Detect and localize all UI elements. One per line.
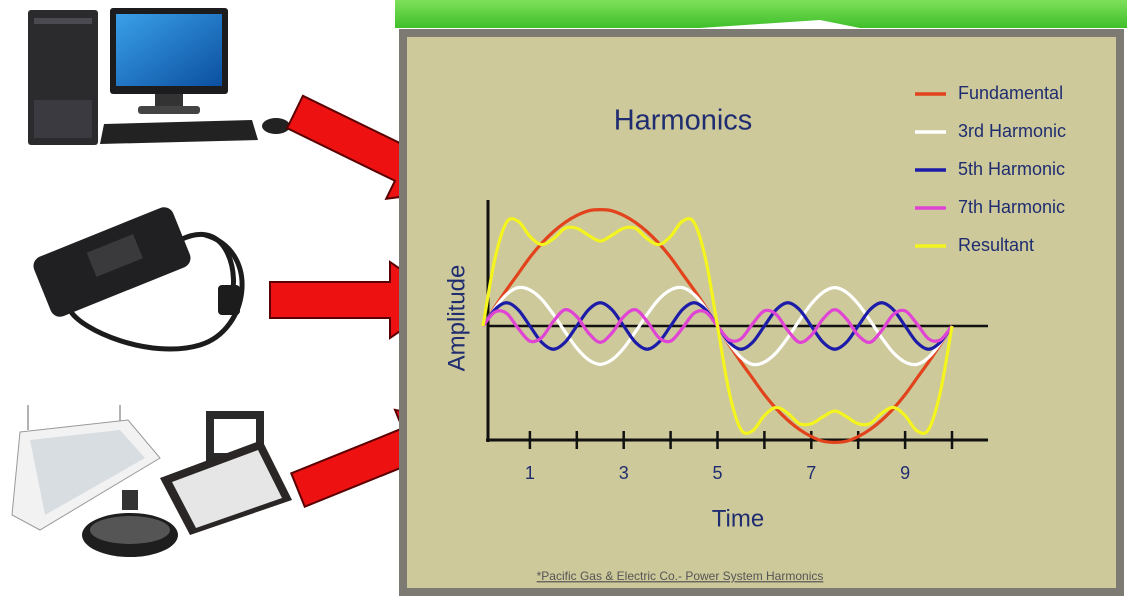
y-axis-label: Amplitude [443,265,470,372]
legend-label: 7th Harmonic [958,197,1065,217]
x-tick-label: 5 [712,463,722,483]
lighting-illustration [12,405,292,557]
banner [395,0,1127,28]
x-tick-label: 9 [900,463,910,483]
adapter-illustration [30,204,242,349]
legend-label: 5th Harmonic [958,159,1065,179]
legend-label: Resultant [958,235,1034,255]
legend-label: 3rd Harmonic [958,121,1066,141]
computer-illustration [28,8,290,145]
x-axis-label: Time [712,505,764,532]
page: {"chart_data": { "type": "line", "title"… [0,0,1127,599]
x-tick-label: 3 [619,463,629,483]
legend-label: Fundamental [958,83,1063,103]
slide: Harmonics Time Amplitude *Pacific Gas & … [0,0,1127,599]
x-tick-label: 7 [806,463,816,483]
chart-title: Harmonics [614,105,753,137]
source-note: *Pacific Gas & Electric Co.- Power Syste… [537,569,824,583]
x-tick-label: 1 [525,463,535,483]
